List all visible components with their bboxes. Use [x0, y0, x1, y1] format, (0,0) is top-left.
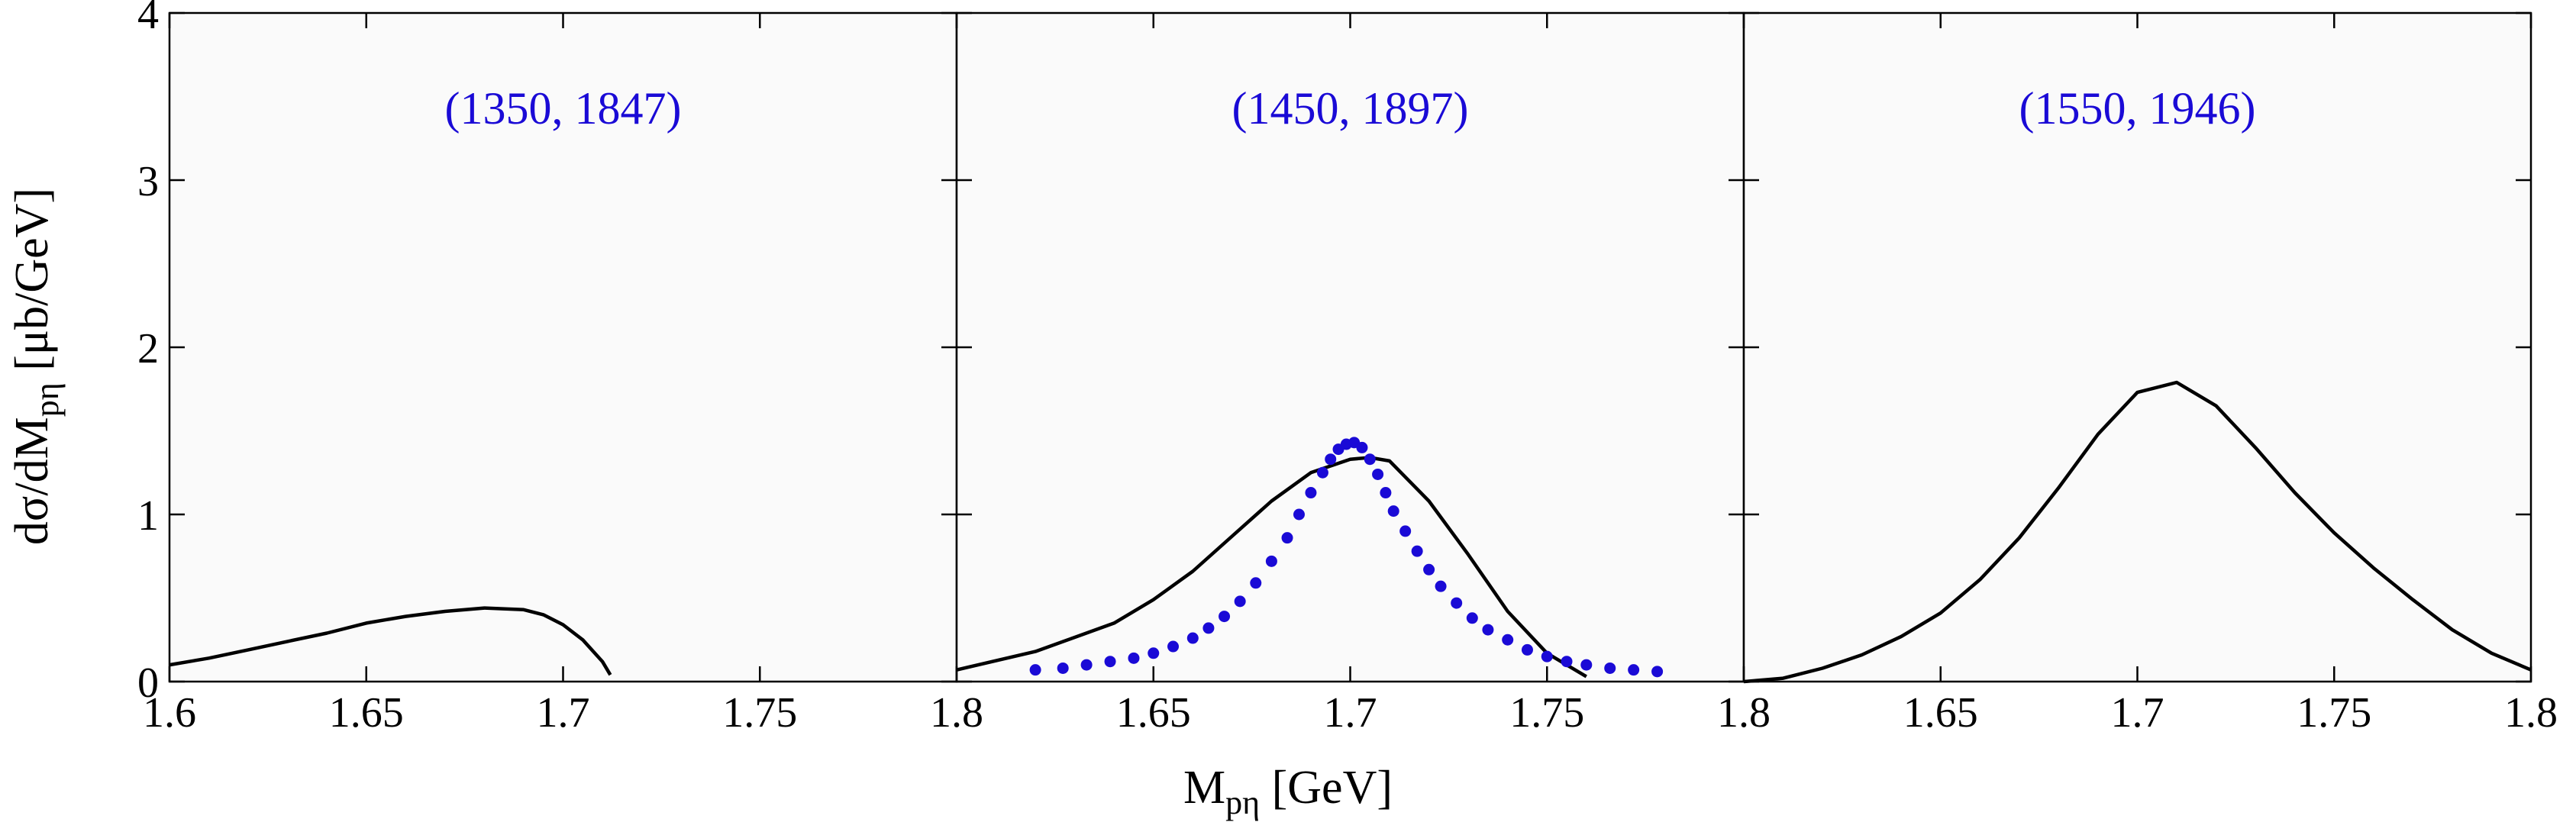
x-axis-title-main: M	[1183, 762, 1225, 814]
data-point	[1387, 505, 1399, 517]
x-axis-title-sub: pη	[1225, 784, 1260, 821]
data-point	[1435, 580, 1447, 592]
data-point	[1423, 563, 1435, 575]
data-point	[1541, 650, 1553, 663]
panel-label: (1550, 1946)	[2019, 83, 2256, 134]
data-point	[1219, 611, 1231, 623]
data-point	[1502, 634, 1514, 646]
data-point	[1316, 466, 1328, 479]
panel-frame	[1742, 11, 2532, 683]
data-point	[1628, 664, 1640, 676]
data-point	[1651, 666, 1664, 678]
data-point	[1148, 647, 1160, 659]
y-tick-label: 4	[137, 0, 159, 38]
data-point	[1325, 453, 1337, 466]
x-tick-label: 1.75	[722, 689, 797, 737]
model-curve	[1743, 380, 2532, 684]
x-tick-label: 1.75	[1509, 689, 1584, 737]
data-point	[1029, 664, 1041, 676]
data-point	[1281, 532, 1293, 544]
x-tick-label: 1.7	[1324, 689, 1377, 737]
y-tick-label: 3	[137, 158, 159, 205]
x-tick-label: 1.65	[329, 689, 404, 737]
panel-label: (1350, 1847)	[445, 83, 682, 134]
panel-frame	[168, 11, 958, 683]
x-tick-label: 1.65	[1116, 689, 1191, 737]
x-tick-label: 1.8	[2504, 689, 2558, 737]
x-tick-label: 1.65	[1903, 689, 1978, 737]
y-tick-label: 1	[137, 492, 159, 540]
data-point	[1128, 652, 1140, 664]
data-point	[1202, 622, 1215, 634]
data-point	[1411, 545, 1423, 557]
panel-frame	[955, 11, 1745, 683]
y-tick-label: 2	[137, 325, 159, 372]
panel-3: 1.65 1.7 1.75 1.8 (1550, 1946)	[1742, 11, 2558, 737]
y-tick-label: 0	[137, 659, 159, 707]
x-tick-label: 1.6	[143, 689, 196, 737]
x-tick-label: 1.8	[930, 689, 983, 737]
data-point	[1250, 577, 1262, 589]
y-axis-title-main: dσ/dM	[6, 417, 58, 545]
data-point	[1167, 640, 1180, 653]
data-point	[1234, 595, 1246, 608]
panel-label: (1450, 1897)	[1232, 83, 1469, 134]
data-point	[1466, 612, 1478, 624]
data-point	[1186, 632, 1199, 644]
x-tick-label: 1.7	[537, 689, 590, 737]
model-curve	[956, 456, 1587, 679]
y-axis-title-unit: [μb/GeV]	[6, 188, 58, 382]
y-axis-title: dσ/dMpη [μb/GeV]	[6, 188, 66, 545]
panel-1: 0 1 2 3 4 1.6 1.65 1.7 1.75 1.8 (1350, 1847)	[137, 0, 983, 737]
data-point	[1104, 656, 1116, 668]
data-point	[1265, 555, 1277, 567]
data-point	[1399, 525, 1412, 537]
y-axis-title-sub: pη	[28, 382, 66, 417]
x-tick-label: 1.7	[2111, 689, 2164, 737]
data-point	[1451, 597, 1463, 609]
data-point	[1561, 656, 1573, 668]
data-point	[1380, 487, 1392, 499]
data-point	[1356, 441, 1368, 453]
data-point	[1521, 643, 1533, 656]
x-tick-label: 1.8	[1717, 689, 1771, 737]
data-point	[1080, 659, 1093, 671]
x-axis-title: Mpη [GeV]	[1183, 762, 1393, 821]
data-point	[1293, 508, 1305, 521]
data-point	[1372, 468, 1384, 480]
data-point	[1057, 662, 1069, 674]
x-tick-label: 1.75	[2297, 689, 2371, 737]
data-point	[1580, 659, 1593, 671]
x-axis-title-unit: [GeV]	[1260, 762, 1393, 814]
data-point	[1604, 662, 1616, 674]
data-point	[1305, 487, 1317, 499]
data-point	[1364, 453, 1376, 466]
panel-2: 1.65 1.7 1.75 1.8 (1450, 1897)	[955, 11, 1771, 737]
data-point	[1482, 624, 1494, 636]
model-curve	[169, 606, 612, 676]
